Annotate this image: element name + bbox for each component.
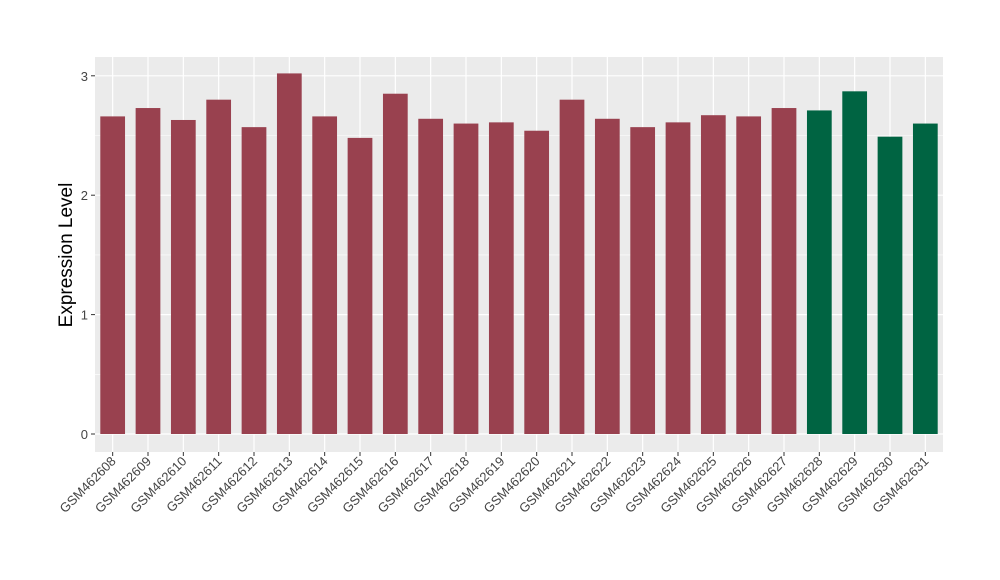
bar-GSM462617	[418, 118, 444, 434]
bar-GSM462623	[630, 127, 656, 434]
y-tick-label: 0	[81, 427, 88, 442]
bar-GSM462622	[594, 118, 620, 434]
bar-GSM462621	[559, 99, 585, 435]
y-tick-label: 3	[81, 69, 88, 84]
x-axis: GSM462608GSM462609GSM462610GSM462611GSM4…	[57, 452, 931, 516]
bar-GSM462628	[806, 110, 832, 435]
bar-GSM462609	[135, 108, 161, 435]
y-tick-label: 2	[81, 188, 88, 203]
bar-GSM462629	[842, 91, 868, 435]
bar-GSM462618	[453, 123, 479, 434]
bar-GSM462619	[488, 122, 514, 434]
bar-GSM462615	[347, 137, 373, 434]
bar-GSM462620	[524, 130, 550, 434]
bar-GSM462613	[276, 73, 302, 435]
bar-GSM462625	[700, 115, 726, 435]
bar-GSM462612	[241, 127, 267, 434]
bar-GSM462626	[736, 116, 762, 434]
bar-GSM462614	[312, 116, 338, 434]
bar-GSM462627	[771, 108, 797, 435]
bar-GSM462616	[382, 93, 408, 435]
y-tick-label: 1	[81, 308, 88, 323]
bar-GSM462624	[665, 122, 691, 434]
bar-GSM462611	[206, 99, 232, 435]
bars	[100, 73, 938, 435]
bar-GSM462610	[170, 119, 196, 434]
y-axis-label: Expression Level	[56, 183, 77, 328]
y-axis: 0 1 2 3	[81, 69, 95, 442]
bar-GSM462608	[100, 116, 126, 434]
bar-GSM462630	[877, 136, 903, 434]
panel-background	[95, 57, 943, 452]
bar-GSM462631	[912, 123, 938, 434]
